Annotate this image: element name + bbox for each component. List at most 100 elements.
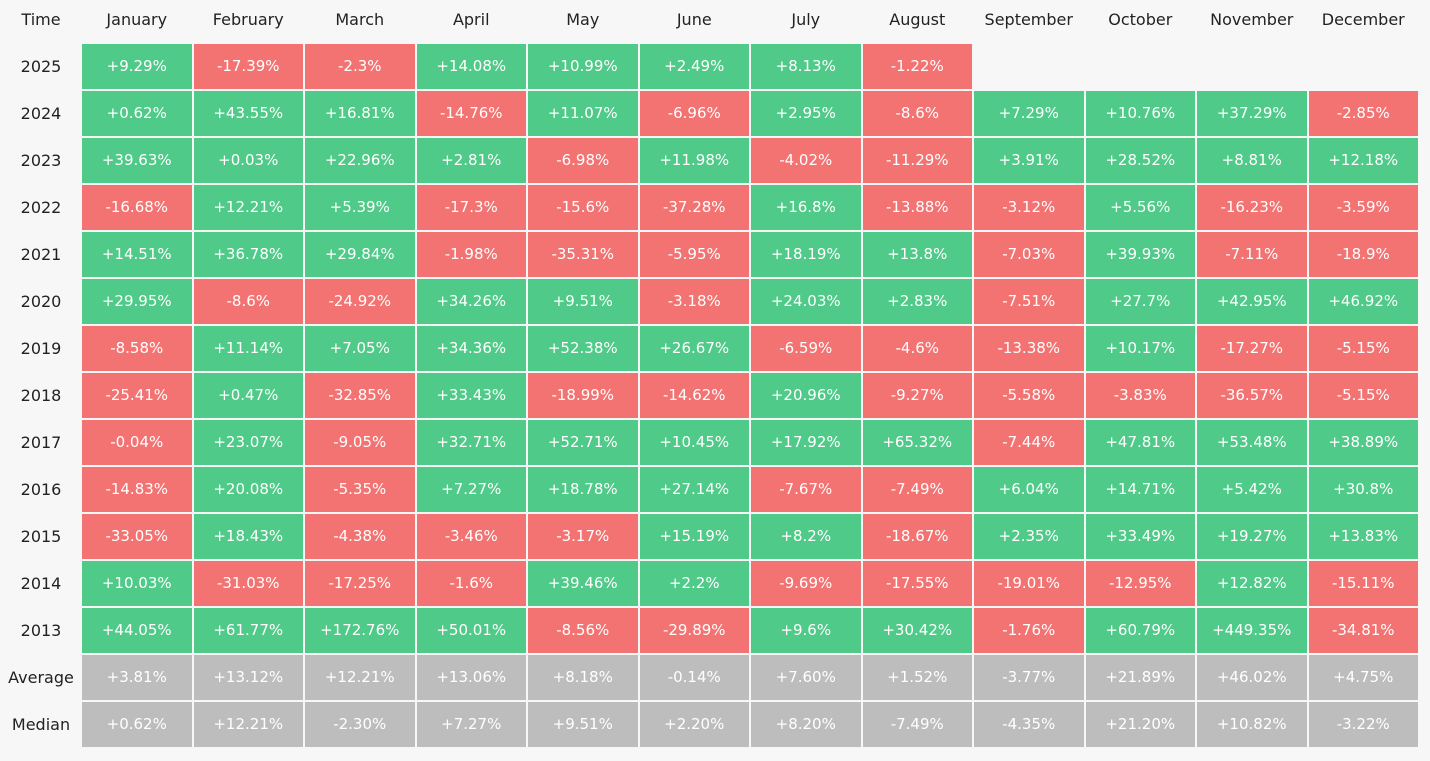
heatmap-cell-2022-august: -13.88%: [862, 185, 972, 230]
heatmap-cell-2019-august: -4.6%: [862, 326, 972, 371]
heatmap-cell-2020-february: -8.6%: [193, 279, 303, 324]
heatmap-cell-2025-april: +14.08%: [416, 44, 526, 89]
heatmap-cell-2021-september: -7.03%: [974, 232, 1084, 277]
heatmap-cell-2021-may: -35.31%: [528, 232, 638, 277]
row-label-2013: 2013: [20, 621, 62, 640]
row-label-2020: 2020: [20, 292, 62, 311]
heatmap-cell-2013-august: +30.42%: [862, 608, 972, 653]
heatmap-cell-2022-december: -3.59%: [1308, 185, 1418, 230]
heatmap-cell-2021-january: +14.51%: [82, 232, 192, 277]
heatmap-cell-average-december: +4.75%: [1308, 655, 1418, 700]
heatmap-cell-median-september: -4.35%: [974, 702, 1084, 747]
heatmap-cell-2020-august: +2.83%: [862, 279, 972, 324]
heatmap-cell-2025-july: +8.13%: [751, 44, 861, 89]
heatmap-cell-2025-august: -1.22%: [862, 44, 972, 89]
heatmap-cell-2014-october: -12.95%: [1085, 561, 1195, 606]
heatmap-cell-2015-may: -3.17%: [528, 514, 638, 559]
heatmap-cell-2015-april: -3.46%: [416, 514, 526, 559]
column-header-march: March: [335, 10, 385, 29]
heatmap-cell-2018-january: -25.41%: [82, 373, 192, 418]
heatmap-cell-median-july: +8.20%: [751, 702, 861, 747]
heatmap-cell-2014-november: +12.82%: [1197, 561, 1307, 606]
heatmap-cell-median-october: +21.20%: [1085, 702, 1195, 747]
column-header-november: November: [1210, 10, 1294, 29]
heatmap-cell-2019-march: +7.05%: [305, 326, 415, 371]
heatmap-cell-2015-june: +15.19%: [639, 514, 749, 559]
heatmap-cell-average-june: -0.14%: [639, 655, 749, 700]
row-label-2024: 2024: [20, 104, 62, 123]
heatmap-cell-2018-june: -14.62%: [639, 373, 749, 418]
row-label-2016: 2016: [20, 480, 62, 499]
column-header-january: January: [106, 10, 168, 29]
heatmap-cell-2023-january: +39.63%: [82, 138, 192, 183]
heatmap-cell-2020-july: +24.03%: [751, 279, 861, 324]
heatmap-cell-average-september: -3.77%: [974, 655, 1084, 700]
heatmap-cell-2025-june: +2.49%: [639, 44, 749, 89]
heatmap-cell-2013-january: +44.05%: [82, 608, 192, 653]
heatmap-cell-2021-august: +13.8%: [862, 232, 972, 277]
column-header-september: September: [984, 10, 1073, 29]
heatmap-cell-2020-march: -24.92%: [305, 279, 415, 324]
heatmap-cell-2015-january: -33.05%: [82, 514, 192, 559]
heatmap-cell-2025-march: -2.3%: [305, 44, 415, 89]
heatmap-cell-2014-january: +10.03%: [82, 561, 192, 606]
heatmap-cell-2018-may: -18.99%: [528, 373, 638, 418]
row-label-2018: 2018: [20, 386, 62, 405]
heatmap-cell-2023-july: -4.02%: [751, 138, 861, 183]
heatmap-cell-average-april: +13.06%: [416, 655, 526, 700]
heatmap-cell-2013-october: +60.79%: [1085, 608, 1195, 653]
heatmap-cell-2019-february: +11.14%: [193, 326, 303, 371]
heatmap-cell-2020-october: +27.7%: [1085, 279, 1195, 324]
heatmap-cell-2017-november: +53.48%: [1197, 420, 1307, 465]
heatmap-cell-2016-october: +14.71%: [1085, 467, 1195, 512]
heatmap-cell-2023-december: +12.18%: [1308, 138, 1418, 183]
heatmap-cell-2022-september: -3.12%: [974, 185, 1084, 230]
heatmap-cell-median-august: -7.49%: [862, 702, 972, 747]
heatmap-cell-2021-july: +18.19%: [751, 232, 861, 277]
heatmap-cell-2014-march: -17.25%: [305, 561, 415, 606]
heatmap-cell-2019-may: +52.38%: [528, 326, 638, 371]
heatmap-cell-median-february: +12.21%: [193, 702, 303, 747]
heatmap-cell-2017-april: +32.71%: [416, 420, 526, 465]
heatmap-cell-2013-april: +50.01%: [416, 608, 526, 653]
heatmap-cell-2014-july: -9.69%: [751, 561, 861, 606]
row-label-average: Average: [8, 668, 74, 687]
heatmap-cell-2020-june: -3.18%: [639, 279, 749, 324]
column-header-december: December: [1321, 10, 1405, 29]
heatmap-cell-2020-january: +29.95%: [82, 279, 192, 324]
row-label-2022: 2022: [20, 198, 62, 217]
heatmap-cell-average-november: +46.02%: [1197, 655, 1307, 700]
heatmap-cell-2015-february: +18.43%: [193, 514, 303, 559]
heatmap-cell-2024-december: -2.85%: [1308, 91, 1418, 136]
heatmap-cell-2016-december: +30.8%: [1308, 467, 1418, 512]
heatmap-cell-2022-april: -17.3%: [416, 185, 526, 230]
heatmap-cell-2022-october: +5.56%: [1085, 185, 1195, 230]
heatmap-cell-2017-february: +23.07%: [193, 420, 303, 465]
heatmap-cell-2016-august: -7.49%: [862, 467, 972, 512]
heatmap-cell-2017-january: -0.04%: [82, 420, 192, 465]
heatmap-cell-2024-october: +10.76%: [1085, 91, 1195, 136]
heatmap-cell-2023-november: +8.81%: [1197, 138, 1307, 183]
heatmap-cell-2023-april: +2.81%: [416, 138, 526, 183]
heatmap-cell-2015-july: +8.2%: [751, 514, 861, 559]
heatmap-cell-2019-october: +10.17%: [1085, 326, 1195, 371]
heatmap-cell-2024-november: +37.29%: [1197, 91, 1307, 136]
heatmap-cell-2019-december: -5.15%: [1308, 326, 1418, 371]
heatmap-cell-2022-march: +5.39%: [305, 185, 415, 230]
heatmap-cell-2013-november: +449.35%: [1197, 608, 1307, 653]
heatmap-cell-2014-december: -15.11%: [1308, 561, 1418, 606]
heatmap-cell-median-march: -2.30%: [305, 702, 415, 747]
heatmap-cell-2017-june: +10.45%: [639, 420, 749, 465]
heatmap-cell-2025-may: +10.99%: [528, 44, 638, 89]
heatmap-cell-2019-july: -6.59%: [751, 326, 861, 371]
heatmap-cell-2024-july: +2.95%: [751, 91, 861, 136]
heatmap-cell-2017-september: -7.44%: [974, 420, 1084, 465]
heatmap-cell-2023-march: +22.96%: [305, 138, 415, 183]
heatmap-cell-2025-january: +9.29%: [82, 44, 192, 89]
heatmap-cell-2019-september: -13.38%: [974, 326, 1084, 371]
heatmap-cell-2016-september: +6.04%: [974, 467, 1084, 512]
heatmap-cell-2023-october: +28.52%: [1085, 138, 1195, 183]
heatmap-cell-median-november: +10.82%: [1197, 702, 1307, 747]
heatmap-cell-2013-december: -34.81%: [1308, 608, 1418, 653]
